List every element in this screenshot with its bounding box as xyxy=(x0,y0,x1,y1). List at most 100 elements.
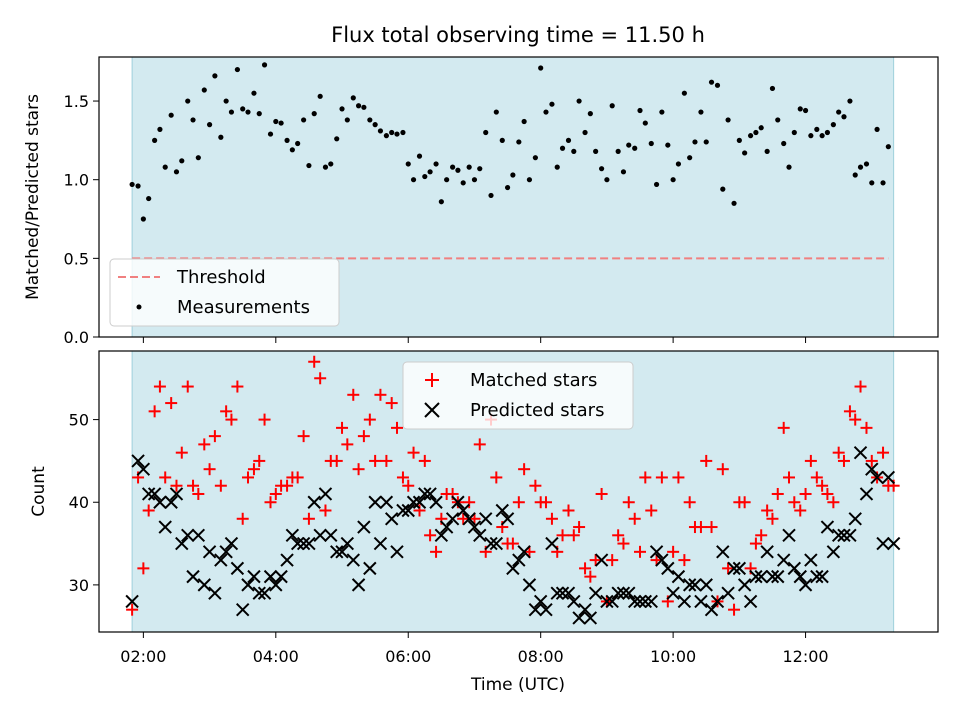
x-tick-label: 10:00 xyxy=(650,647,696,666)
predicted-star-marker xyxy=(777,553,791,567)
predicted-star-marker xyxy=(567,594,581,609)
matched-star-marker xyxy=(506,537,519,550)
predicted-star-marker xyxy=(710,594,725,609)
matched-star-marker xyxy=(804,454,817,467)
predicted-star-marker xyxy=(649,545,664,559)
matched-star-marker xyxy=(584,570,597,583)
predicted-star-marker xyxy=(484,536,498,551)
matched-star-marker xyxy=(390,421,403,434)
predicted-star-marker xyxy=(682,578,697,592)
matched-star-marker xyxy=(490,471,503,484)
matched-star-marker xyxy=(821,487,834,500)
matched-star-marker xyxy=(645,504,658,517)
matched-star-marker xyxy=(220,405,233,418)
matched-star-marker xyxy=(374,388,387,401)
measurement-point xyxy=(841,114,847,120)
measurement-point xyxy=(245,109,251,115)
predicted-star-marker xyxy=(870,470,884,485)
measurement-point xyxy=(543,109,549,115)
predicted-star-marker xyxy=(616,586,631,600)
matched-star-marker xyxy=(402,479,415,492)
measurement-point xyxy=(234,66,240,73)
predicted-star-marker xyxy=(787,561,802,576)
predicted-star-marker xyxy=(208,586,222,600)
measurement-point xyxy=(659,109,665,115)
measurement-point xyxy=(301,117,307,123)
predicted-star-marker xyxy=(533,594,548,609)
measurement-point xyxy=(632,145,638,151)
matched-star-marker xyxy=(175,446,188,459)
matched-star-marker xyxy=(241,471,254,484)
matched-star-marker xyxy=(634,545,647,558)
measurement-point xyxy=(389,129,395,136)
matched-star-marker xyxy=(672,471,685,484)
ratio-y-tick-label: 1.0 xyxy=(64,171,89,190)
measurement-point xyxy=(317,93,323,99)
predicted-star-marker xyxy=(147,487,162,501)
measurement-point xyxy=(781,140,787,147)
predicted-star-marker xyxy=(473,528,487,543)
measurement-point xyxy=(455,167,461,173)
measurement-point xyxy=(863,161,870,167)
matched-star-marker xyxy=(302,512,315,525)
x-tick-label: 12:00 xyxy=(783,647,829,666)
matched-star-marker xyxy=(628,512,641,525)
measurement-point xyxy=(554,164,560,170)
predicted-star-marker xyxy=(439,520,454,534)
predicted-star-marker xyxy=(820,520,835,534)
predicted-star-marker xyxy=(191,528,206,543)
matched-star-marker xyxy=(865,454,878,467)
count-panel: 30 40 50 02:00 04:00 06:00 08:00 10:00 12:00 Co… xyxy=(29,350,939,695)
matched-star-marker xyxy=(512,496,525,509)
matched-star-marker xyxy=(208,430,221,443)
matched-star-marker xyxy=(799,487,812,500)
measurement-point xyxy=(261,62,268,68)
predicted-star-marker xyxy=(224,536,239,551)
matched-star-marker xyxy=(816,479,829,492)
measurement-point xyxy=(267,131,274,137)
matched-star-marker xyxy=(170,479,183,492)
measurement-point xyxy=(444,177,450,183)
matched-star-marker xyxy=(159,471,172,484)
measurement-point xyxy=(256,111,262,117)
matched-star-marker xyxy=(837,454,850,467)
matched-star-marker xyxy=(827,496,840,509)
matched-star-marker xyxy=(258,413,271,426)
measurement-point xyxy=(251,90,257,96)
matched-star-marker xyxy=(281,479,294,492)
predicted-star-marker xyxy=(588,586,603,600)
predicted-star-marker xyxy=(539,602,553,617)
x-tick-label: 02:00 xyxy=(120,647,166,666)
predicted-star-marker xyxy=(340,536,355,551)
measurement-point xyxy=(228,109,235,115)
measurement-point xyxy=(576,98,582,104)
matched-star-marker xyxy=(352,463,365,476)
measurement-point xyxy=(240,106,246,112)
predicted-star-marker xyxy=(881,470,896,485)
predicted-star-marker xyxy=(793,569,807,584)
matched-star-marker xyxy=(418,454,431,467)
measurement-point xyxy=(377,128,384,134)
predicted-star-marker xyxy=(247,569,261,584)
measurement-point xyxy=(328,161,334,167)
measurement-point xyxy=(819,133,825,139)
measurement-point xyxy=(692,139,698,145)
predicted-star-marker xyxy=(445,512,460,526)
measurement-point xyxy=(626,142,632,148)
measurement-point xyxy=(344,117,350,123)
measurement-point xyxy=(758,125,764,131)
measurement-point xyxy=(410,177,417,183)
measurement-point xyxy=(526,177,533,183)
predicted-star-marker xyxy=(655,553,669,567)
legend-matched-swatch xyxy=(425,373,439,387)
measurement-point xyxy=(521,118,527,125)
matched-star-marker xyxy=(595,487,608,500)
predicted-star-marker xyxy=(583,611,598,625)
count-y-tick-label: 30 xyxy=(69,576,89,595)
predicted-star-marker xyxy=(252,586,266,600)
measurement-point xyxy=(471,177,478,183)
predicted-star-marker xyxy=(214,553,228,567)
matched-star-marker xyxy=(545,512,558,525)
measurement-point xyxy=(698,109,704,115)
predicted-star-marker xyxy=(219,545,233,559)
